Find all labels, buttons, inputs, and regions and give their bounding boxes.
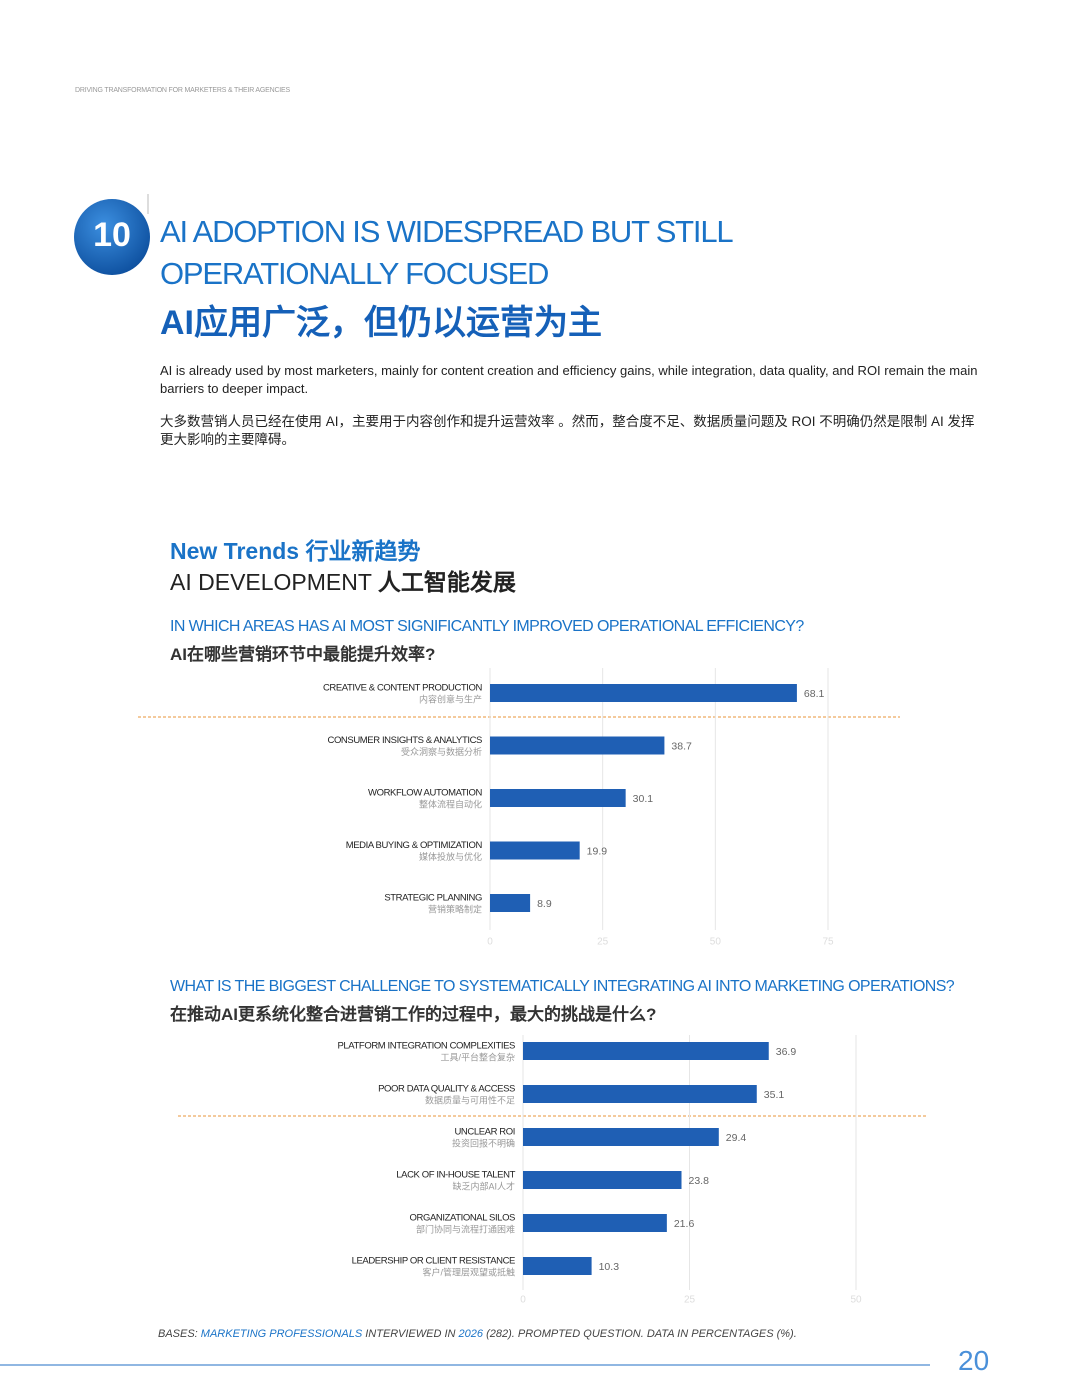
footer-note: BASES: MARKETING PROFESSIONALS INTERVIEW… xyxy=(158,1328,797,1340)
category-label: WORKFLOW AUTOMATION xyxy=(368,788,483,799)
category-label: POOR DATA QUALITY & ACCESS xyxy=(378,1084,515,1095)
value-label: 36.9 xyxy=(776,1046,797,1058)
trends-heading: New Trends 行业新趋势 xyxy=(170,532,421,566)
title-line: AI ADOPTION IS WIDESPREAD BUT STILL xyxy=(160,214,734,249)
question-en: IN WHICH AREAS HAS AI MOST SIGNIFICANTLY… xyxy=(170,618,804,635)
trends-sub: AI DEVELOPMENT 人工智能发展 xyxy=(170,563,516,597)
category-label-zh: 客户/管理层观望或抵触 xyxy=(422,1266,515,1277)
category-label: UNCLEAR ROI xyxy=(454,1127,515,1138)
category-label-zh: 内容创意与生产 xyxy=(419,693,482,704)
category-label-zh: 缺乏内部AI人才 xyxy=(452,1180,515,1191)
category-label-zh: 营销策略制定 xyxy=(428,903,482,914)
category-label-zh: 部门协同与流程打通困难 xyxy=(416,1223,515,1234)
bar xyxy=(490,736,665,755)
page-number: 20 xyxy=(958,1345,990,1376)
category-label: CREATIVE & CONTENT PRODUCTION xyxy=(323,683,483,694)
question-zh: 在推动AI更系统化整合进营销工作的过程中，最大的挑战是什么? xyxy=(170,1005,657,1024)
category-label-zh: 受众洞察与数据分析 xyxy=(401,746,482,757)
value-label: 68.1 xyxy=(804,688,825,700)
heading-zh: 行业新趋势 xyxy=(305,538,421,564)
value-label: 10.3 xyxy=(599,1261,620,1273)
bar xyxy=(523,1085,757,1103)
value-label: 29.4 xyxy=(726,1132,747,1144)
question-en: WHAT IS THE BIGGEST CHALLENGE TO SYSTEMA… xyxy=(170,978,955,995)
value-label: 30.1 xyxy=(633,793,654,805)
bar xyxy=(523,1214,667,1232)
category-label: LACK OF IN-HOUSE TALENT xyxy=(396,1170,515,1181)
x-tick-label: 50 xyxy=(710,937,722,948)
sub-zh: 人工智能发展 xyxy=(377,569,516,595)
x-tick-label: 50 xyxy=(850,1295,862,1306)
value-label: 38.7 xyxy=(671,740,692,752)
bar xyxy=(523,1042,769,1060)
x-tick-label: 75 xyxy=(822,937,834,948)
title-line: OPERATIONALLY FOCUSED xyxy=(160,256,549,291)
category-label: MEDIA BUYING & OPTIMIZATION xyxy=(346,840,483,851)
value-label: 8.9 xyxy=(537,898,552,910)
section-number: 10 xyxy=(93,216,131,254)
question-zh: AI在哪些营销环节中最能提升效率? xyxy=(170,645,436,664)
bar xyxy=(490,789,626,807)
category-label-zh: 工具/平台整合复杂 xyxy=(440,1051,515,1062)
section-badge xyxy=(74,199,150,275)
x-tick-label: 0 xyxy=(520,1295,526,1306)
value-label: 35.1 xyxy=(764,1089,785,1101)
category-label: STRATEGIC PLANNING xyxy=(384,893,482,904)
category-label: CONSUMER INSIGHTS & ANALYTICS xyxy=(327,735,482,746)
bar xyxy=(523,1171,682,1189)
category-label-zh: 数据质量与可用性不足 xyxy=(425,1094,515,1105)
category-label: LEADERSHIP OR CLIENT RESISTANCE xyxy=(352,1256,515,1267)
sub-en: AI DEVELOPMENT xyxy=(170,569,372,595)
category-label-zh: 投资回报不明确 xyxy=(452,1137,515,1148)
category-label: ORGANIZATIONAL SILOS xyxy=(410,1213,516,1224)
category-label: PLATFORM INTEGRATION COMPLEXITIES xyxy=(337,1041,515,1052)
value-label: 23.8 xyxy=(689,1175,710,1187)
note-part: 2026 xyxy=(458,1328,484,1340)
x-tick-label: 25 xyxy=(597,937,609,948)
value-label: 19.9 xyxy=(587,845,608,857)
category-label-zh: 媒体投放与优化 xyxy=(419,851,482,862)
bar xyxy=(490,894,531,912)
heading-en: New Trends xyxy=(170,538,300,564)
running-title: DRIVING TRANSFORMATION FOR MARKETERS & T… xyxy=(75,87,290,94)
note-part: MARKETING PROFESSIONALS xyxy=(200,1328,363,1340)
intro-en: AI is already used by most marketers, ma… xyxy=(160,363,978,396)
bar xyxy=(523,1128,719,1146)
intro-zh: 大多数营销人员已经在使用 AI，主要用于内容创作和提升运营效率 。然而，整合度不… xyxy=(160,414,975,447)
note-part: INTERVIEWED IN xyxy=(362,1328,459,1340)
x-tick-label: 0 xyxy=(487,937,493,948)
value-label: 21.6 xyxy=(674,1218,695,1230)
bar xyxy=(523,1257,592,1275)
note-part: (282). PROMPTED QUESTION. DATA IN PERCEN… xyxy=(483,1328,797,1340)
category-label-zh: 整体流程自动化 xyxy=(419,798,482,809)
bar xyxy=(490,841,580,860)
bar xyxy=(490,684,797,702)
section-title-zh: AI应用广泛，但仍以运营为主 xyxy=(160,304,602,342)
note-part: BASES: xyxy=(158,1328,201,1340)
section-title-en: AI ADOPTION IS WIDESPREAD BUT STILL OPER… xyxy=(160,211,734,295)
x-tick-label: 25 xyxy=(684,1295,696,1306)
